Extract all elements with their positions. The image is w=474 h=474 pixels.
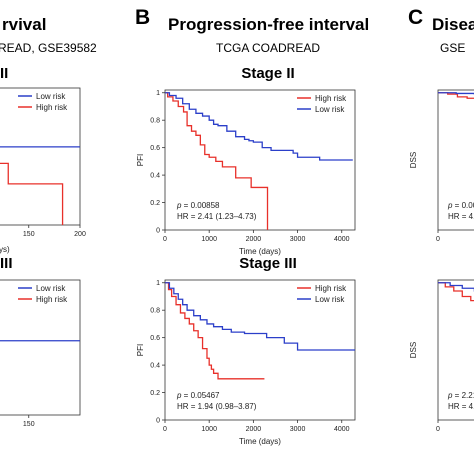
survival-curve-low-risk <box>438 92 474 95</box>
y-tick-label: 0.2 <box>150 390 160 397</box>
panel-letter-c: C <box>408 6 423 29</box>
left-stage-title-top: II <box>0 65 8 82</box>
p-symbol: p <box>447 391 453 400</box>
p-symbol: p <box>447 201 453 210</box>
center-stage-title-top: Stage II <box>241 65 294 82</box>
panel-letter-b: B <box>135 6 150 29</box>
chart-right-top: 0 DSS p = 0.0036 HR = 4.20 <box>409 89 474 243</box>
y-tick-label: 0.6 <box>150 145 160 152</box>
hazard-ratio-annotation: HR = 1.94 (0.98–3.87) <box>177 402 257 411</box>
plot-frame <box>164 89 356 231</box>
y-axis-label: DSS <box>409 342 418 358</box>
y-axis-label: PFI <box>136 344 145 356</box>
y-tick-label: 0.6 <box>150 335 160 342</box>
y-tick-label: 0.8 <box>150 118 160 125</box>
x-tick-label: 1000 <box>201 426 217 433</box>
p-value: = 2.215 <box>452 391 474 400</box>
x-tick-label: 4000 <box>334 236 350 243</box>
plot-frame <box>0 279 81 416</box>
left-stage-title-bottom: III <box>0 255 13 272</box>
chart-right-bottom: 0 DSS p = 2.215 HR = 4.254 <box>409 279 474 433</box>
y-tick-label: 0 <box>156 228 160 235</box>
y-tick-label: 1 <box>156 280 160 287</box>
p-value-annotation: p = 0.05467 <box>176 391 220 400</box>
x-axis-label: Time (days) <box>239 247 281 256</box>
chart-left-bottom: 150 Low risk High risk <box>0 279 81 428</box>
x-tick-label: 0 <box>436 426 440 433</box>
survival-curve-low-risk <box>0 146 80 148</box>
right-panel-heading: Disea <box>432 15 474 34</box>
center-panel-subheading: TCGA COADREAD <box>216 41 320 55</box>
y-tick-label: 0.4 <box>150 363 160 370</box>
y-tick-label: 0.8 <box>150 308 160 315</box>
legend-label: High risk <box>36 295 68 304</box>
legend-label: Low risk <box>36 284 66 293</box>
legend-label: High risk <box>315 284 347 293</box>
survival-curve-high-risk <box>438 92 474 99</box>
survival-curve-high-risk <box>165 92 269 230</box>
p-value: = 0.00858 <box>181 201 220 210</box>
survival-curve-low-risk <box>165 92 353 161</box>
chart-left-top: 150 200 ys) Low risk High risk <box>0 87 86 254</box>
y-tick-label: 0 <box>156 418 160 425</box>
left-panel-subheading: READ, GSE39582 <box>0 41 97 55</box>
x-tick-label: 2000 <box>246 236 262 243</box>
hazard-ratio-annotation: HR = 2.41 (1.23–4.73) <box>177 212 257 221</box>
p-symbol: p <box>176 391 182 400</box>
p-value: = 0.05467 <box>181 391 220 400</box>
x-tick-label: 150 <box>23 421 35 428</box>
p-value-annotation: p = 0.00858 <box>176 201 220 210</box>
right-panel-subheading: GSE <box>440 41 465 55</box>
y-tick-label: 1 <box>156 90 160 97</box>
p-value-annotation: p = 0.0036 <box>447 201 474 210</box>
legend-label: High risk <box>315 94 347 103</box>
p-value: = 0.0036 <box>452 201 474 210</box>
legend-label: Low risk <box>36 92 66 101</box>
x-tick-label: 0 <box>163 236 167 243</box>
x-tick-label: 4000 <box>334 426 350 433</box>
plot-frame <box>0 87 81 226</box>
center-stage-title-bottom: Stage III <box>239 255 297 272</box>
hazard-ratio-annotation: HR = 4.254 <box>448 402 474 411</box>
x-tick-label: 200 <box>74 231 86 238</box>
x-tick-label: 3000 <box>290 236 306 243</box>
legend-label: Low risk <box>315 105 345 114</box>
center-panel-heading: Progression-free interval <box>168 15 369 34</box>
survival-curve-high-risk <box>438 282 474 302</box>
x-axis-label: Time (days) <box>239 437 281 446</box>
x-tick-label: 0 <box>436 236 440 243</box>
p-value-annotation: p = 2.215 <box>447 391 474 400</box>
x-tick-label: 0 <box>163 426 167 433</box>
survival-curve-high-risk <box>0 162 64 225</box>
legend-label: High risk <box>36 103 68 112</box>
p-symbol: p <box>176 201 182 210</box>
y-axis-label: PFI <box>136 154 145 166</box>
hazard-ratio-annotation: HR = 4.20 <box>448 212 474 221</box>
survival-curve-low-risk <box>438 282 474 292</box>
x-tick-label: 2000 <box>246 426 262 433</box>
x-tick-label: 1000 <box>201 236 217 243</box>
survival-curve-low-risk <box>165 282 355 351</box>
left-panel-heading: rvival <box>2 15 46 34</box>
legend-label: Low risk <box>315 295 345 304</box>
x-axis-label-fragment: ys) <box>0 245 10 254</box>
y-axis-label: DSS <box>409 152 418 168</box>
x-tick-label: 3000 <box>290 426 306 433</box>
chart-center-bottom: 0 0.2 0.4 0.6 0.8 1 0 1000 2000 3000 4000 PFI Time (… <box>136 279 356 446</box>
survival-curve-high-risk <box>165 282 265 380</box>
y-tick-label: 0.2 <box>150 200 160 207</box>
y-tick-label: 0.4 <box>150 173 160 180</box>
chart-center-top: 0 0.2 0.4 0.6 0.8 1 0 1000 2000 3000 4000 PFI Time (… <box>136 89 356 256</box>
plot-frame <box>437 279 474 421</box>
plot-frame <box>437 89 474 231</box>
x-tick-label: 150 <box>23 231 35 238</box>
